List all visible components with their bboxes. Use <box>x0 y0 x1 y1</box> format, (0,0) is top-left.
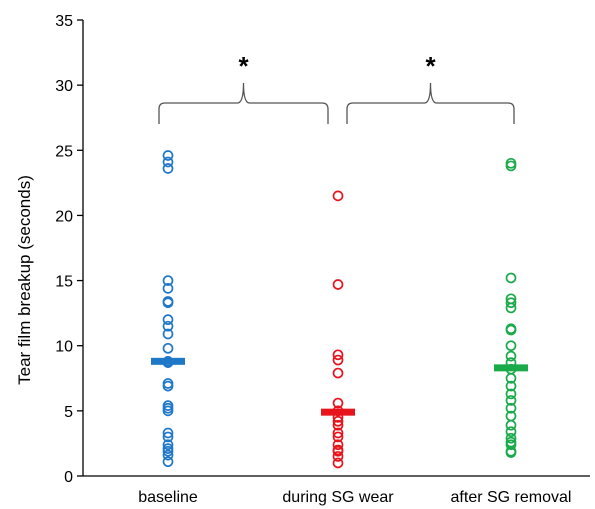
data-point <box>334 458 343 467</box>
data-point <box>507 273 516 282</box>
y-tick-label: 25 <box>55 143 73 160</box>
significance-brackets: * * <box>159 51 514 124</box>
x-tick-label: after SG removal <box>451 489 572 506</box>
y-ticks: 0 5 10 15 20 25 30 35 <box>55 13 83 486</box>
median-bar <box>494 364 528 371</box>
data-point <box>334 369 343 378</box>
data-points <box>164 151 516 467</box>
data-point <box>164 164 173 173</box>
x-tick-label: during SG wear <box>282 489 394 506</box>
data-point <box>334 191 343 200</box>
bracket-during-after <box>347 83 514 124</box>
y-axis-title: Tear film breakup (seconds) <box>15 175 34 385</box>
data-point <box>164 344 173 353</box>
data-point <box>334 280 343 289</box>
bracket-baseline-during <box>159 83 328 124</box>
significance-star: * <box>238 51 249 81</box>
median-bar <box>151 358 185 365</box>
significance-star: * <box>425 51 436 81</box>
x-tick-label: baseline <box>138 489 198 506</box>
y-tick-label: 35 <box>55 13 73 30</box>
x-tick-labels: baseline during SG wear after SG removal <box>138 489 571 506</box>
data-point <box>164 457 173 466</box>
y-tick-label: 5 <box>64 404 73 421</box>
data-point <box>507 341 516 350</box>
y-tick-label: 10 <box>55 339 73 356</box>
y-tick-label: 15 <box>55 274 73 291</box>
y-tick-label: 20 <box>55 208 73 225</box>
y-tick-label: 30 <box>55 78 73 95</box>
y-tick-label: 0 <box>64 469 73 486</box>
median-bar <box>321 409 355 416</box>
